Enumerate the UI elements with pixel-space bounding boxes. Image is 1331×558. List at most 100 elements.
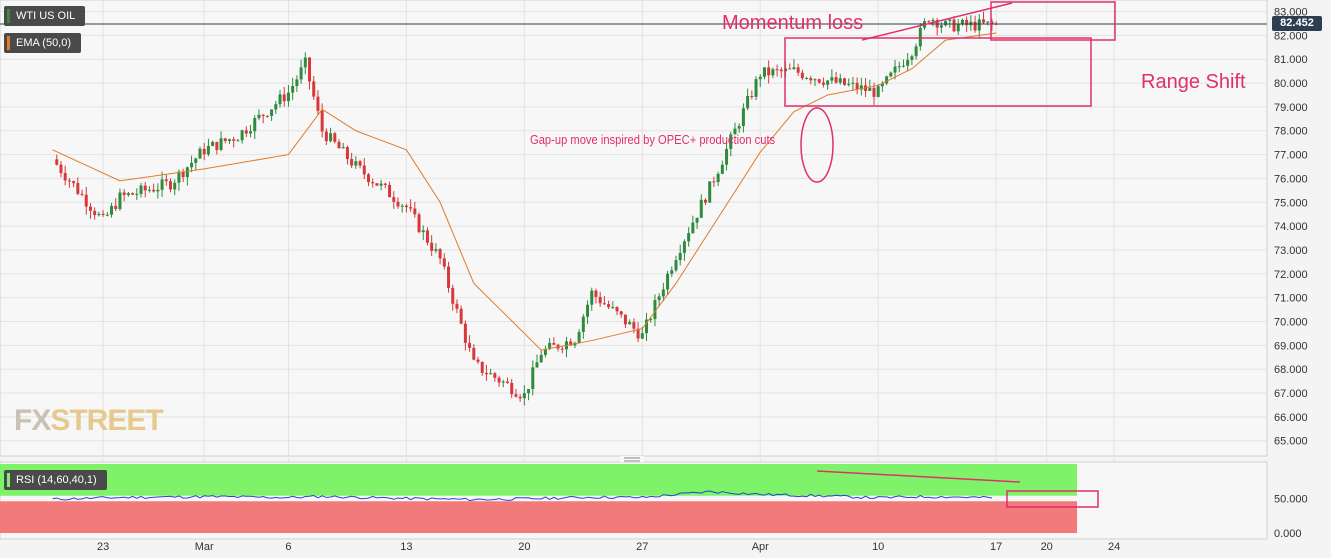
price-tick-label: 75.000 [1274, 197, 1308, 209]
candle-body [716, 173, 720, 183]
candle-body [232, 139, 236, 141]
candle-body [944, 20, 948, 26]
candle-body [345, 147, 349, 160]
rsi-weakness-box [1006, 490, 1099, 508]
candle-body [880, 83, 884, 87]
candle-body [468, 342, 472, 348]
candle-body [219, 138, 223, 150]
candle-body [560, 348, 564, 350]
candle-body [329, 133, 333, 142]
candle-body [788, 68, 792, 70]
candle-body [375, 183, 379, 186]
candle-body [855, 82, 859, 90]
candle-body [771, 69, 775, 76]
candle-body [885, 76, 889, 84]
price-tick-label: 65.000 [1274, 436, 1308, 448]
candle-body [143, 185, 147, 191]
candle-body [472, 347, 476, 360]
candle-body [960, 19, 964, 25]
candle-body [430, 242, 434, 251]
candle-body [708, 181, 712, 203]
candle-body [169, 181, 172, 190]
time-tick-label: 6 [285, 541, 291, 553]
candle-body [421, 230, 425, 233]
panel-resize-handle[interactable] [620, 456, 644, 462]
rsi-divergence-line [816, 470, 1021, 483]
logo-fx: FX [14, 404, 51, 437]
symbol-legend[interactable]: WTI US OIL [4, 6, 86, 26]
gap-up-label: Gap-up move inspired by OPEC+ production… [530, 132, 776, 147]
logo-street: STREET [50, 404, 163, 437]
candle-body [939, 25, 943, 28]
candle-body [177, 171, 181, 183]
ema-line [52, 32, 997, 351]
candle-body [758, 76, 762, 80]
candle-body [135, 193, 139, 195]
candle-body [851, 82, 855, 84]
candle-body [181, 171, 185, 178]
candle-body [261, 114, 265, 116]
candle-body [173, 182, 177, 190]
candle-body [147, 189, 151, 191]
candle-body [897, 66, 901, 68]
time-tick-label: 13 [400, 541, 412, 553]
time-tick-label: 17 [990, 541, 1002, 553]
candle-body [889, 72, 893, 77]
ema-legend[interactable]: EMA (50,0) [4, 33, 82, 53]
candle-body [602, 303, 606, 305]
price-plot-area[interactable] [0, 0, 1268, 457]
price-tick-label: 83.000 [1274, 7, 1308, 19]
candle-body [733, 128, 737, 135]
candle-body [388, 184, 392, 198]
candle-body [404, 205, 408, 208]
candle-body [632, 322, 636, 329]
candle-body [164, 179, 168, 182]
momentum-loss-box [990, 1, 1116, 41]
candle-body [531, 367, 535, 390]
candle-body [809, 78, 813, 81]
candle-body [952, 19, 956, 32]
candle-body [400, 205, 404, 207]
candle-body [198, 148, 202, 159]
candle-body [594, 290, 598, 297]
candle-body [703, 199, 707, 203]
candle-body [931, 20, 935, 22]
rsi-legend[interactable]: RSI (14,60,40,1) [4, 470, 107, 490]
candle-body [463, 323, 467, 343]
rsi-label: RSI (14,60,40,1) [16, 474, 97, 486]
candle-body [337, 141, 341, 149]
candle-body [316, 96, 320, 111]
rsi-tick-label: 50.000 [1274, 494, 1308, 506]
candle-body [379, 183, 383, 186]
rsi-panel: 50.000 0.000 [0, 461, 1308, 540]
candle-body [590, 290, 594, 305]
fxstreet-logo: FXSTREET [14, 404, 164, 438]
candle-body [729, 134, 733, 149]
candle-body [447, 266, 451, 288]
candle-body [775, 69, 779, 71]
candle-body [312, 81, 316, 97]
candle-body [253, 118, 257, 132]
candle-body [320, 110, 324, 132]
candle-body [497, 377, 501, 383]
candle-body [88, 206, 92, 211]
candle-body [156, 189, 160, 192]
candle-body [299, 67, 303, 80]
price-tick-label: 66.000 [1274, 412, 1308, 424]
time-tick-label: 20 [1041, 541, 1053, 553]
candle-body [249, 131, 253, 134]
candle-body [442, 258, 446, 267]
candle-body [927, 21, 931, 23]
candle-body [101, 213, 105, 215]
candle-body [699, 199, 703, 218]
candle-body [674, 260, 678, 271]
candle-body [948, 19, 952, 21]
time-tick-label: 24 [1108, 541, 1120, 553]
candle-body [510, 382, 514, 395]
candle-body [484, 372, 488, 375]
candle-body [649, 319, 653, 321]
candle-body [687, 233, 691, 242]
candle-body [611, 307, 615, 309]
price-tick-label: 78.000 [1274, 126, 1308, 138]
